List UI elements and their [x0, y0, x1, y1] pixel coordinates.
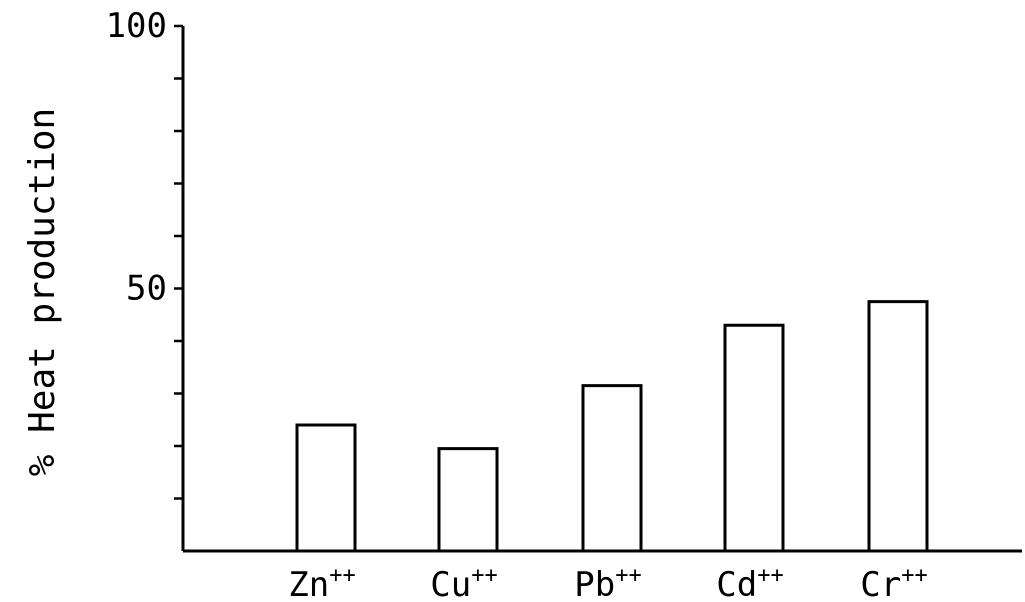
bar: [581, 384, 643, 553]
x-labels-group: Zn++ Cu++ Pb++ Cd++ Cr++: [288, 563, 927, 602]
x-tick-label: Cd++: [716, 563, 783, 602]
bar: [723, 323, 785, 553]
x-tick-label: Zn++: [288, 563, 355, 602]
x-tick-label: Cr++: [860, 563, 927, 602]
bar: [295, 423, 357, 553]
y-tick-labels-group: 50 100: [106, 6, 167, 309]
bar: [867, 300, 929, 553]
y-tick-label: 100: [106, 6, 167, 46]
x-tick-label: Cu++: [430, 563, 497, 602]
y-ticks-group: [174, 24, 183, 500]
bars-group: [295, 300, 929, 553]
bar: [437, 447, 499, 553]
y-tick-label: 50: [126, 269, 167, 309]
y-axis-label: % Heat production: [22, 108, 63, 476]
x-tick-label: Pb++: [574, 563, 641, 602]
